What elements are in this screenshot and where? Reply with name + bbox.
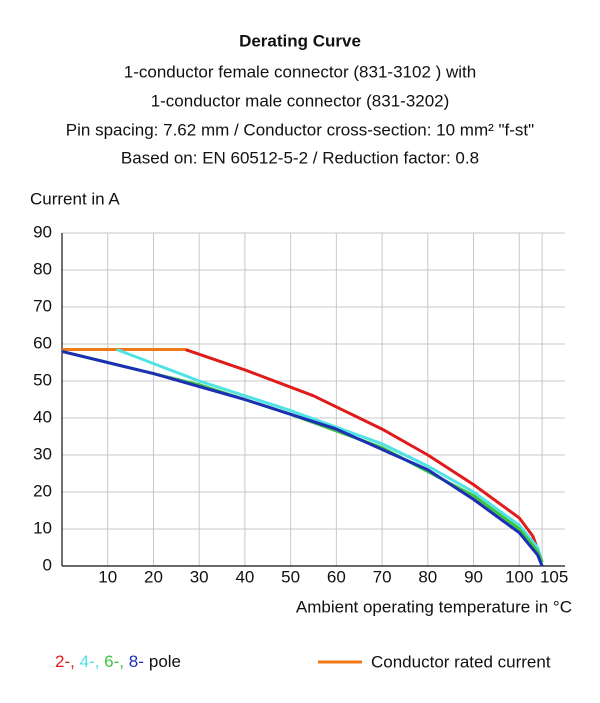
subtitle: Based on: EN 60512-5-2 / Reduction facto…: [121, 148, 479, 167]
x-tick-label: 60: [327, 567, 346, 586]
y-tick-label: 60: [33, 333, 52, 352]
subtitle: 1-conductor male connector (831-3202): [151, 91, 450, 110]
legend-entry: Conductor rated current: [371, 652, 551, 671]
series-line: [61, 349, 544, 563]
legend-entry: 6-,: [104, 652, 124, 671]
subtitle: Pin spacing: 7.62 mm / Conductor cross-s…: [66, 120, 534, 139]
y-tick-label: 10: [33, 518, 52, 537]
x-tick-label: 70: [373, 567, 392, 586]
x-tick-label: 20: [144, 567, 163, 586]
legend-entry: 8-: [129, 652, 144, 671]
series-line: [116, 348, 544, 563]
y-tick-label: 90: [33, 222, 52, 241]
x-tick-label: 50: [281, 567, 300, 586]
y-tick-label: 70: [33, 296, 52, 315]
x-tick-label: 30: [190, 567, 209, 586]
y-tick-label: 0: [43, 555, 52, 574]
y-tick-label: 40: [33, 407, 52, 426]
y-tick-label: 30: [33, 444, 52, 463]
x-tick-label: 90: [464, 567, 483, 586]
y-tick-label: 50: [33, 370, 52, 389]
x-axis-label: Ambient operating temperature in °C: [296, 597, 572, 616]
x-tick-label: 40: [235, 567, 254, 586]
x-tick-label: 10: [98, 567, 117, 586]
legend-entry: 2-,: [55, 652, 75, 671]
chart-title: Derating Curve: [239, 31, 361, 50]
y-axis-label: Current in A: [30, 189, 120, 208]
y-tick-label: 20: [33, 481, 52, 500]
legend-suffix: pole: [149, 652, 181, 671]
series-line: [184, 348, 544, 563]
x-tick-label: 80: [418, 567, 437, 586]
subtitle: 1-conductor female connector (831-3102 )…: [124, 62, 476, 81]
legend-poles: 2-, 4-, 6-, 8- pole: [55, 652, 181, 671]
legend-entry: 4-,: [80, 652, 100, 671]
x-tick-label: 105: [540, 567, 568, 586]
x-tick-label: 100: [505, 567, 533, 586]
series-line: [61, 349, 544, 567]
y-tick-label: 80: [33, 259, 52, 278]
